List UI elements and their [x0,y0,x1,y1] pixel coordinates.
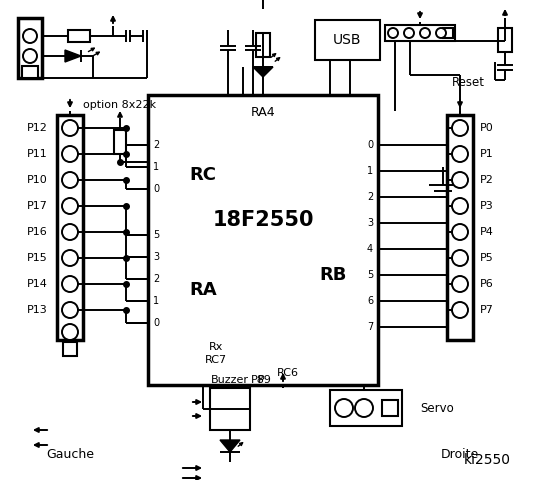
Circle shape [355,399,373,417]
Text: ki2550: ki2550 [463,453,510,467]
Circle shape [62,172,78,188]
Text: P2: P2 [480,175,494,185]
Circle shape [452,302,468,318]
Circle shape [452,172,468,188]
Text: 0: 0 [153,318,159,328]
Text: Gauche: Gauche [46,448,94,461]
Text: P11: P11 [27,149,48,159]
Polygon shape [220,440,240,452]
Circle shape [420,28,430,38]
Circle shape [62,324,78,340]
Text: 3: 3 [367,218,373,228]
Bar [18,18,42,78]
Text: P14: P14 [27,279,48,289]
Bar [385,25,455,41]
Text: P15: P15 [27,253,48,263]
Circle shape [452,146,468,162]
Circle shape [404,28,414,38]
Circle shape [452,198,468,214]
Bar [447,115,473,340]
Circle shape [62,302,78,318]
Text: P0: P0 [480,123,494,133]
Circle shape [436,28,446,38]
Bar [498,28,512,52]
Circle shape [452,250,468,266]
Text: P10: P10 [27,175,48,185]
Text: 7: 7 [367,322,373,332]
Text: 1: 1 [153,162,159,172]
Text: Buzzer: Buzzer [211,375,249,385]
Bar [330,390,402,426]
Text: 2: 2 [367,192,373,202]
Text: P7: P7 [480,305,494,315]
Text: P3: P3 [480,201,494,211]
Circle shape [452,224,468,240]
Text: Reset: Reset [451,75,484,88]
Text: P17: P17 [27,201,48,211]
Text: 1: 1 [153,296,159,306]
Bar [148,95,378,385]
Text: P6: P6 [480,279,494,289]
Text: RC6: RC6 [277,368,299,378]
Text: P13: P13 [27,305,48,315]
Bar [382,400,398,416]
Text: option 8x22k: option 8x22k [84,100,156,110]
Circle shape [62,224,78,240]
Bar [57,115,83,340]
Circle shape [62,276,78,292]
Bar [256,33,270,57]
Text: RA: RA [189,281,217,299]
Bar [63,342,77,356]
Circle shape [23,29,37,43]
Text: RB: RB [319,266,347,284]
Text: P5: P5 [480,253,494,263]
Text: P12: P12 [27,123,48,133]
Circle shape [335,399,353,417]
Bar [210,388,250,430]
Text: 6: 6 [367,296,373,306]
Text: 0: 0 [367,140,373,150]
Text: P8: P8 [251,375,265,385]
Circle shape [62,198,78,214]
Text: 5: 5 [153,230,159,240]
Text: P1: P1 [480,149,494,159]
Text: 2: 2 [153,274,159,284]
Circle shape [452,120,468,136]
Text: 2: 2 [153,140,159,150]
Text: USB: USB [333,33,361,47]
Text: 5: 5 [367,270,373,280]
Circle shape [62,250,78,266]
Text: 18F2550: 18F2550 [212,210,314,230]
Text: RC7: RC7 [205,355,227,365]
Text: Rx: Rx [209,342,223,352]
Polygon shape [253,67,273,77]
Text: 3: 3 [153,252,159,262]
Bar [443,28,453,38]
Circle shape [23,49,37,63]
Text: 1: 1 [367,166,373,176]
Bar [68,30,90,42]
Text: 0: 0 [153,184,159,194]
Bar [22,66,38,78]
Text: P9: P9 [258,375,272,385]
Text: RC: RC [190,166,217,184]
Text: P4: P4 [480,227,494,237]
Text: RA4: RA4 [251,107,275,120]
Circle shape [388,28,398,38]
Text: P16: P16 [27,227,48,237]
Circle shape [62,146,78,162]
Text: 4: 4 [367,244,373,254]
Circle shape [452,276,468,292]
Bar [315,20,380,60]
Text: Droite: Droite [441,448,479,461]
Circle shape [62,120,78,136]
Text: Servo: Servo [420,401,454,415]
Polygon shape [65,50,81,62]
Bar [114,130,126,154]
